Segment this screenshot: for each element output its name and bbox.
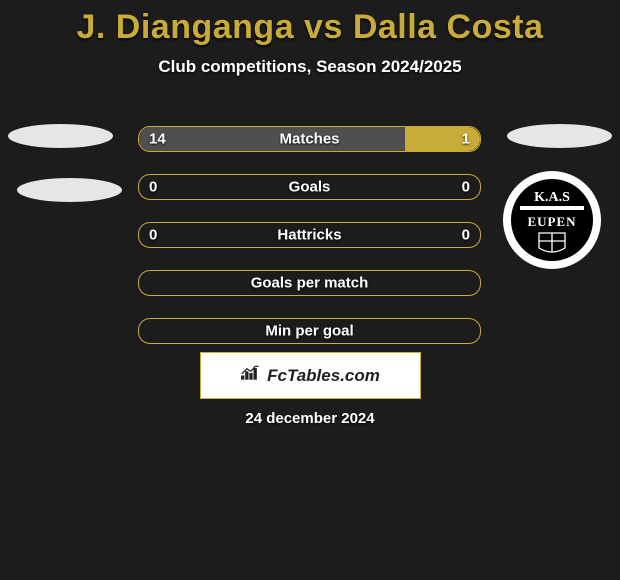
bar-min-per-goal: Min per goal bbox=[138, 318, 481, 344]
bar-label: Goals per match bbox=[139, 275, 480, 292]
player2-club-badge: K.A.S EUPEN bbox=[502, 170, 602, 270]
player2-shape-1 bbox=[507, 124, 612, 148]
player1-shape-2 bbox=[17, 178, 122, 202]
bar-label: Min per goal bbox=[139, 323, 480, 340]
bar-right-value: 0 bbox=[462, 227, 470, 244]
comparison-card: J. Dianganga vs Dalla Costa Club competi… bbox=[0, 0, 620, 580]
stat-bars: 14 Matches 1 0 Goals 0 0 Hattricks 0 Goa… bbox=[138, 126, 481, 366]
subtitle: Club competitions, Season 2024/2025 bbox=[0, 57, 620, 77]
bar-right-value: 1 bbox=[462, 131, 470, 148]
bar-right-value: 0 bbox=[462, 179, 470, 196]
bar-hattricks: 0 Hattricks 0 bbox=[138, 222, 481, 248]
svg-text:EUPEN: EUPEN bbox=[527, 214, 576, 229]
player1-shape-1 bbox=[8, 124, 113, 148]
bar-chart-icon bbox=[241, 364, 261, 387]
date-label: 24 december 2024 bbox=[0, 410, 620, 427]
bar-goals-per-match: Goals per match bbox=[138, 270, 481, 296]
page-title: J. Dianganga vs Dalla Costa bbox=[0, 0, 620, 47]
bar-label: Hattricks bbox=[139, 227, 480, 244]
bar-matches: 14 Matches 1 bbox=[138, 126, 481, 152]
bar-label: Goals bbox=[139, 179, 480, 196]
bar-label: Matches bbox=[139, 131, 480, 148]
source-logo: FcTables.com bbox=[200, 352, 421, 399]
svg-text:K.A.S: K.A.S bbox=[534, 190, 570, 205]
source-logo-text: FcTables.com bbox=[267, 366, 380, 386]
bar-goals: 0 Goals 0 bbox=[138, 174, 481, 200]
